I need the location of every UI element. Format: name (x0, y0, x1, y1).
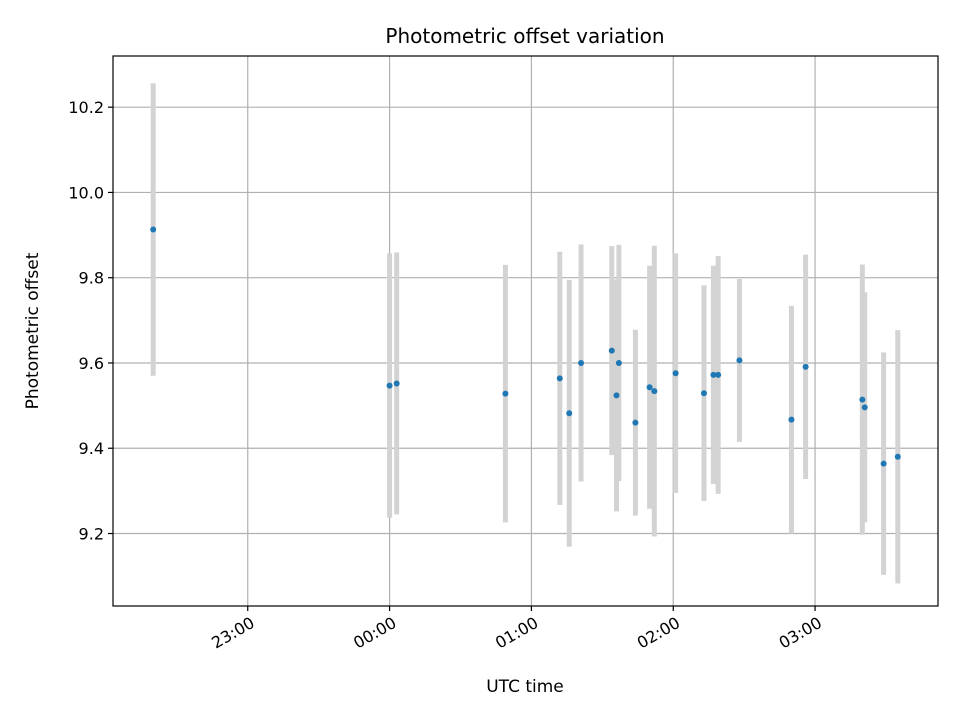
data-point (632, 419, 639, 426)
y-tick-label: 9.6 (79, 354, 104, 373)
data-point (651, 388, 658, 395)
data-point (894, 453, 901, 460)
plot-frame (112, 55, 939, 607)
data-point (880, 460, 887, 467)
data-point (710, 371, 717, 378)
data-point (150, 226, 157, 233)
data-point (700, 390, 707, 397)
data-point (802, 363, 809, 370)
data-point (672, 370, 679, 377)
chart-title: Photometric offset variation (385, 24, 664, 48)
data-point (861, 404, 868, 411)
data-point (715, 371, 722, 378)
y-tick-label: 9.4 (79, 439, 104, 458)
data-point (608, 347, 615, 354)
data-point (386, 382, 393, 389)
data-point (646, 384, 653, 391)
y-tick-label: 10.0 (68, 183, 104, 202)
data-point (859, 396, 866, 403)
x-axis-title: UTC time (486, 677, 564, 697)
data-point (502, 390, 509, 397)
data-point (788, 416, 795, 423)
y-axis-title: Photometric offset (23, 252, 43, 409)
y-tick-label: 9.2 (79, 525, 104, 544)
data-point (736, 357, 743, 364)
y-axis-ticks: 9.2 9.4 9.6 9.8 10.0 10.2 (68, 98, 113, 544)
data-point (615, 359, 622, 366)
data-point (578, 359, 585, 366)
data-point (556, 375, 563, 382)
data-point (613, 392, 620, 399)
data-points (150, 226, 901, 467)
y-tick-label: 10.2 (68, 98, 104, 117)
data-point (566, 410, 573, 417)
data-point (393, 380, 400, 387)
y-tick-label: 9.8 (79, 269, 104, 288)
grid-lines (113, 56, 938, 606)
